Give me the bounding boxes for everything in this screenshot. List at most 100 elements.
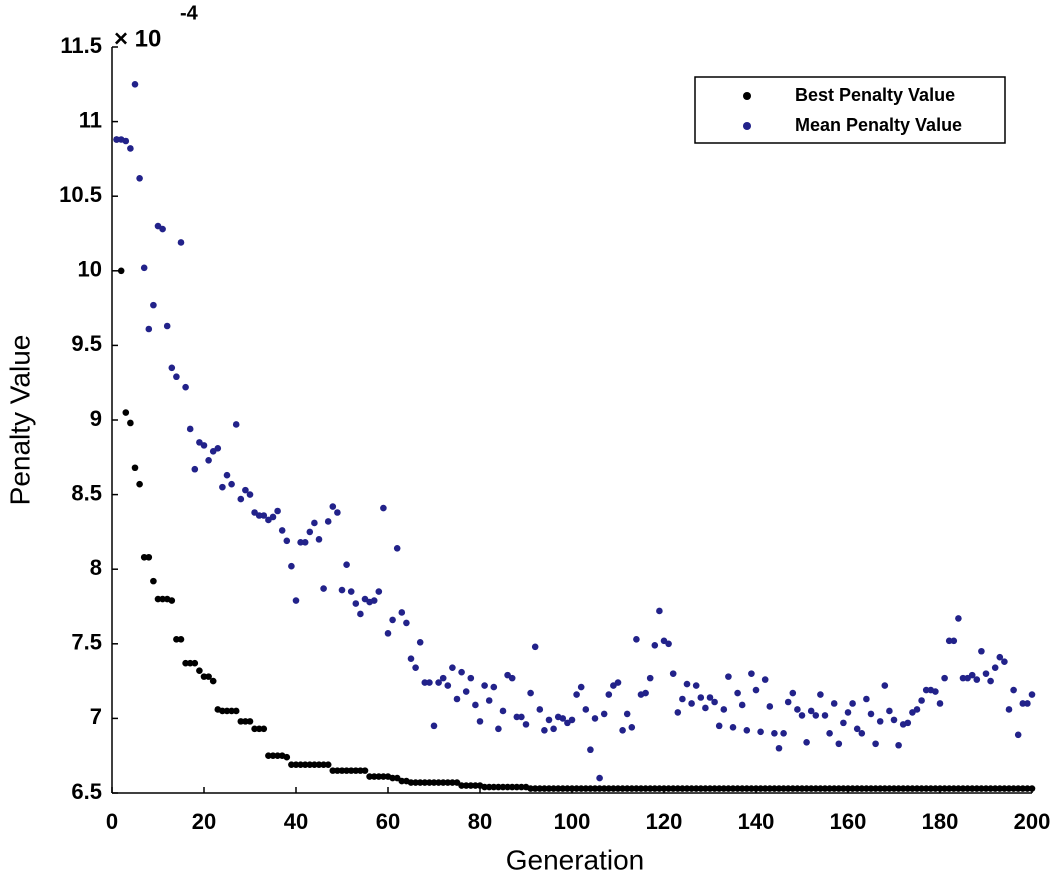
point [858,730,866,737]
point [136,480,143,488]
point [205,673,212,680]
point [518,713,525,721]
point [835,785,843,792]
point [140,553,148,561]
point [334,767,341,774]
point [959,674,967,682]
point [426,679,433,686]
point [922,785,930,792]
point [941,674,948,682]
y-tick-label: 8.5 [71,480,102,505]
point [1010,785,1017,792]
x-tick-label: 140 [738,809,775,834]
point [117,267,125,275]
point [817,691,824,698]
point [292,597,300,604]
point [173,636,180,643]
point [159,595,166,603]
point [186,659,194,667]
point [265,752,272,759]
point [743,727,751,734]
point [766,785,774,792]
point [485,783,493,791]
point [242,486,249,494]
y-tick-label: 9 [90,406,102,431]
point [798,712,806,719]
point [421,779,429,786]
point [982,670,990,677]
point [978,785,985,792]
point [688,785,695,792]
point [407,655,415,663]
point [830,700,838,707]
point [656,607,663,615]
point [375,773,383,780]
point [361,767,369,774]
legend-marker [743,92,751,100]
point [697,694,705,701]
point [1010,686,1017,694]
point [375,588,383,595]
point [421,679,429,686]
point [550,785,557,792]
point [945,785,953,792]
point [324,518,332,525]
point [531,643,539,651]
point [182,659,189,667]
point [228,480,235,488]
point [490,783,498,791]
point [205,456,212,464]
point [729,785,737,792]
point [591,715,599,722]
point [481,682,488,689]
point [439,674,447,682]
point [159,225,166,233]
point [987,677,994,685]
point [177,239,185,246]
point [711,698,718,706]
point [840,785,847,792]
point [462,782,470,789]
point [122,409,130,416]
point [430,722,438,730]
point [692,785,700,792]
point [734,689,741,697]
point [472,701,479,709]
point [780,730,787,737]
point [656,785,663,792]
point [407,779,415,786]
point [596,785,603,792]
point [444,682,452,689]
point [131,81,139,88]
point [131,464,139,472]
point [182,383,189,391]
point [674,785,682,792]
point [591,785,599,792]
point [683,785,691,792]
point [370,773,378,780]
x-tick-label: 60 [376,809,400,834]
point [301,539,309,546]
point [738,785,746,792]
point [1005,706,1013,713]
point [518,783,525,791]
point [1024,785,1031,792]
point [605,785,613,792]
point [720,706,728,713]
point [168,364,176,372]
point [711,785,718,792]
y-tick-label: 11 [79,107,102,132]
point [573,691,580,698]
point [472,782,479,789]
point [867,710,875,718]
point [554,785,562,792]
point [1014,785,1022,792]
point [297,761,304,768]
point [352,767,360,774]
point [311,519,318,527]
point [219,707,226,715]
point [844,709,852,716]
point [830,785,838,792]
point [982,785,990,792]
point [614,679,622,686]
